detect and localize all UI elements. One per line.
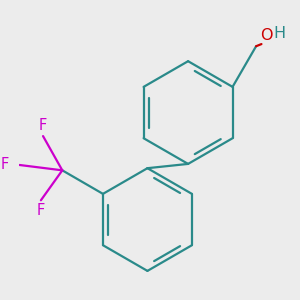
Text: F: F	[37, 203, 45, 218]
Text: O: O	[261, 28, 273, 43]
Text: F: F	[0, 158, 9, 172]
Text: F: F	[39, 118, 47, 133]
Text: H: H	[274, 26, 286, 41]
